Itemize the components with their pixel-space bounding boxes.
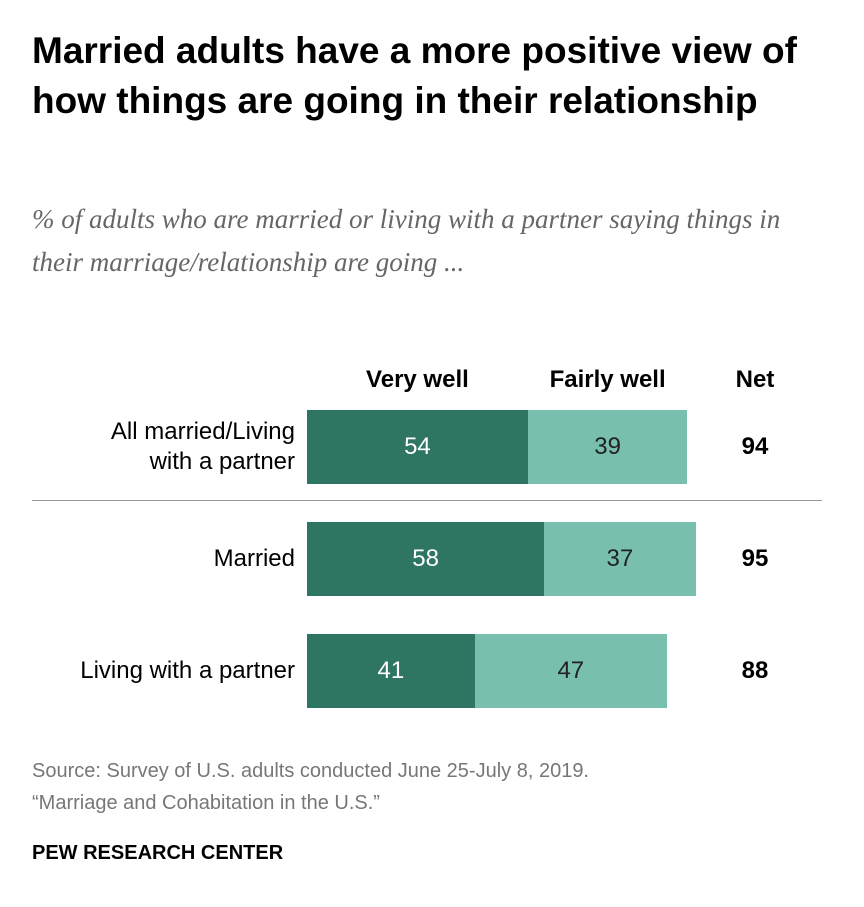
net-value: 94: [741, 433, 769, 460]
value-label: 39: [594, 433, 621, 460]
value-label: 58: [412, 545, 439, 572]
chart-title: Married adults have a more positive view…: [32, 30, 797, 121]
brand: PEW RESEARCH CENTER: [32, 842, 284, 864]
category-label: Living with a partner: [80, 657, 295, 684]
bar-segment: 41: [307, 634, 475, 708]
bar-segment: 39: [527, 410, 688, 484]
value-label: 54: [404, 433, 431, 460]
bar-segment: 58: [307, 522, 545, 596]
bar-segment: 54: [307, 410, 528, 484]
chart-subtitle: % of adults who are married or living wi…: [32, 204, 781, 277]
value-label: 37: [606, 545, 634, 572]
category-label: Married: [213, 545, 295, 572]
bar-segment: 47: [474, 634, 667, 708]
legend-label: Very well: [366, 366, 469, 393]
net-value: 95: [741, 545, 769, 572]
legend-label: Fairly well: [549, 366, 666, 393]
bar-segment: 37: [544, 522, 696, 596]
source: Source: Survey of U.S. adults conducted …: [32, 760, 589, 782]
net-header: Net: [735, 366, 775, 393]
separator: [32, 500, 822, 501]
value-label: 47: [557, 657, 585, 684]
value-label: 41: [377, 657, 405, 684]
category-label: All married/Living with a partner: [110, 418, 295, 475]
net-value: 88: [741, 657, 769, 684]
note: “Marriage and Cohabitation in the U.S.”: [32, 792, 380, 814]
